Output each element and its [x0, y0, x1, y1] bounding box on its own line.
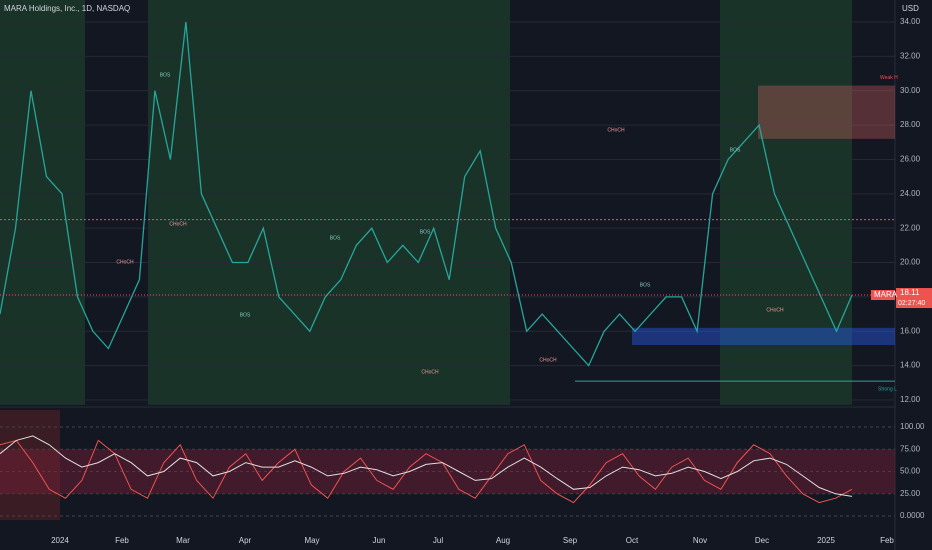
last-price-label: 18.11 — [900, 288, 920, 297]
symbol-label: MARA — [874, 290, 898, 299]
annotation: BOS — [420, 229, 431, 235]
y2-tick-label: 50.00 — [900, 467, 921, 476]
session-bands — [0, 0, 852, 520]
x-tick-label: Dec — [755, 536, 769, 545]
x-tick-label: Aug — [496, 536, 510, 545]
annotation: CHoCH — [607, 127, 625, 133]
chart-title: MARA Holdings, Inc., 1D, NASDAQ — [4, 4, 130, 13]
last-price-box — [896, 288, 932, 309]
x-tick-label: 2024 — [51, 536, 69, 545]
annotation: BOS — [730, 147, 741, 153]
x-tick-label: Jun — [373, 536, 386, 545]
y-tick-label: 16.00 — [900, 326, 921, 335]
x-tick-label: Nov — [693, 536, 707, 545]
level-label: Strong L — [878, 386, 897, 392]
y-tick-label: 24.00 — [900, 189, 921, 198]
y-tick-label: 12.00 — [900, 395, 921, 404]
countdown: 02:27:40 — [898, 300, 925, 307]
y-tick-label: 30.00 — [900, 86, 921, 95]
x-tick-label: Mar — [176, 536, 190, 545]
annotation: BOS — [240, 312, 251, 318]
level-label: Weak H — [880, 75, 898, 81]
y-tick-label: 20.00 — [900, 258, 921, 267]
y2-tick-label: 0.0000 — [900, 511, 925, 520]
currency: USD — [902, 4, 919, 13]
symbol-box — [871, 290, 895, 301]
y-tick-label: 28.00 — [900, 120, 921, 129]
x-tick-label: Sep — [563, 536, 578, 545]
y2-tick-label: 100.00 — [900, 422, 925, 431]
y2-tick-label: 75.00 — [900, 444, 921, 453]
weak-high-zone — [758, 85, 895, 139]
y-tick-label: 14.00 — [900, 361, 921, 370]
y-tick-label: 34.00 — [900, 17, 921, 26]
annotation: CHoCH — [766, 307, 784, 313]
oscillator-line — [0, 435, 853, 497]
annotation: BOS — [160, 72, 171, 78]
y-tick-label: 32.00 — [900, 51, 921, 60]
demand-zone — [632, 327, 895, 346]
annotation: CHoCH — [539, 357, 557, 363]
x-tick-label: May — [304, 536, 319, 545]
x-tick-label: Feb — [880, 536, 894, 545]
x-tick-label: Jul — [433, 536, 443, 545]
x-tick-label: 2025 — [817, 536, 835, 545]
annotation: CHoCH — [421, 369, 439, 375]
y-tick-label: 26.00 — [900, 155, 921, 164]
x-tick-label: Feb — [115, 536, 129, 545]
x-tick-label: Oct — [626, 536, 639, 545]
annotation: CHoCH — [116, 259, 134, 265]
x-tick-label: Apr — [239, 536, 252, 545]
y-tick-label: 22.00 — [900, 223, 921, 232]
annotation: BOS — [330, 235, 341, 241]
oscillator-line — [0, 439, 853, 504]
annotation: CHoCH — [169, 221, 187, 227]
price-line — [0, 21, 853, 367]
y2-tick-label: 25.00 — [900, 489, 921, 498]
annotation: BOS — [640, 282, 651, 288]
